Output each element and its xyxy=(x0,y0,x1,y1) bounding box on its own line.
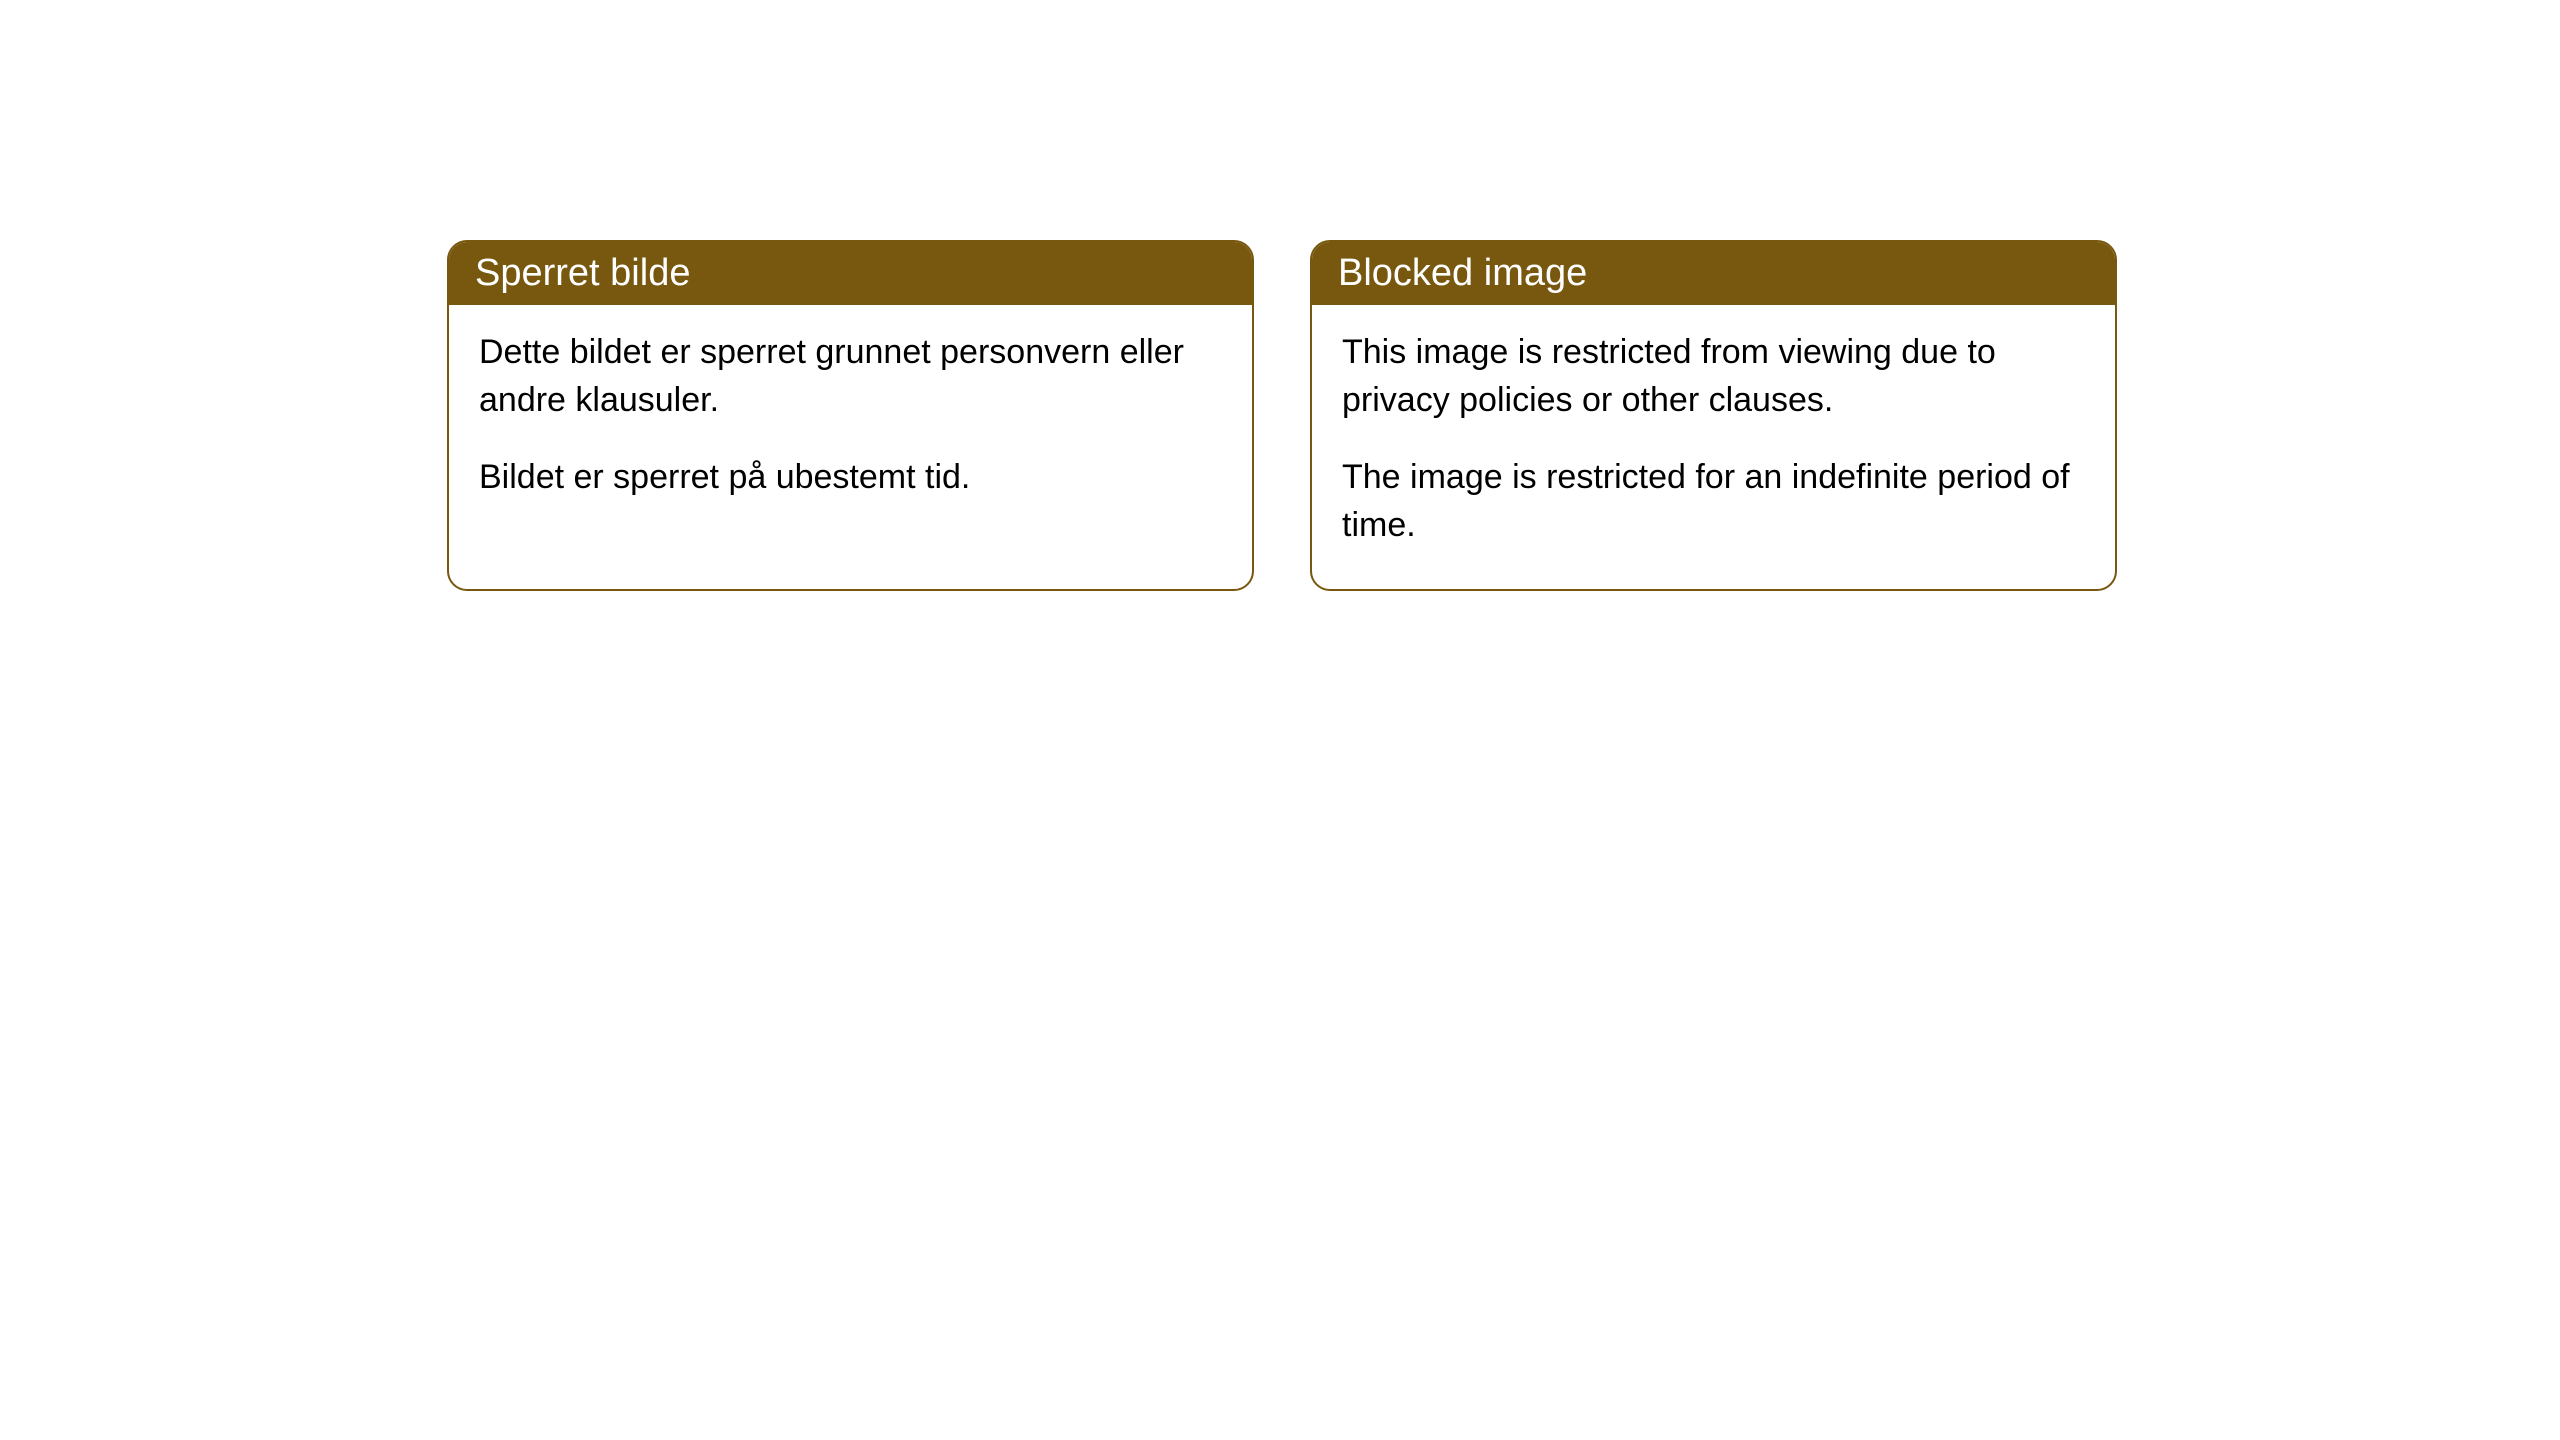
card-paragraph-1-english: This image is restricted from viewing du… xyxy=(1342,329,2085,424)
card-paragraph-2-norwegian: Bildet er sperret på ubestemt tid. xyxy=(479,454,1222,502)
card-body-english: This image is restricted from viewing du… xyxy=(1312,305,2115,589)
cards-container: Sperret bilde Dette bildet er sperret gr… xyxy=(447,240,2117,591)
card-header-norwegian: Sperret bilde xyxy=(449,242,1252,305)
card-paragraph-1-norwegian: Dette bildet er sperret grunnet personve… xyxy=(479,329,1222,424)
card-header-english: Blocked image xyxy=(1312,242,2115,305)
blocked-image-card-norwegian: Sperret bilde Dette bildet er sperret gr… xyxy=(447,240,1254,591)
card-body-norwegian: Dette bildet er sperret grunnet personve… xyxy=(449,305,1252,542)
card-paragraph-2-english: The image is restricted for an indefinit… xyxy=(1342,454,2085,549)
blocked-image-card-english: Blocked image This image is restricted f… xyxy=(1310,240,2117,591)
